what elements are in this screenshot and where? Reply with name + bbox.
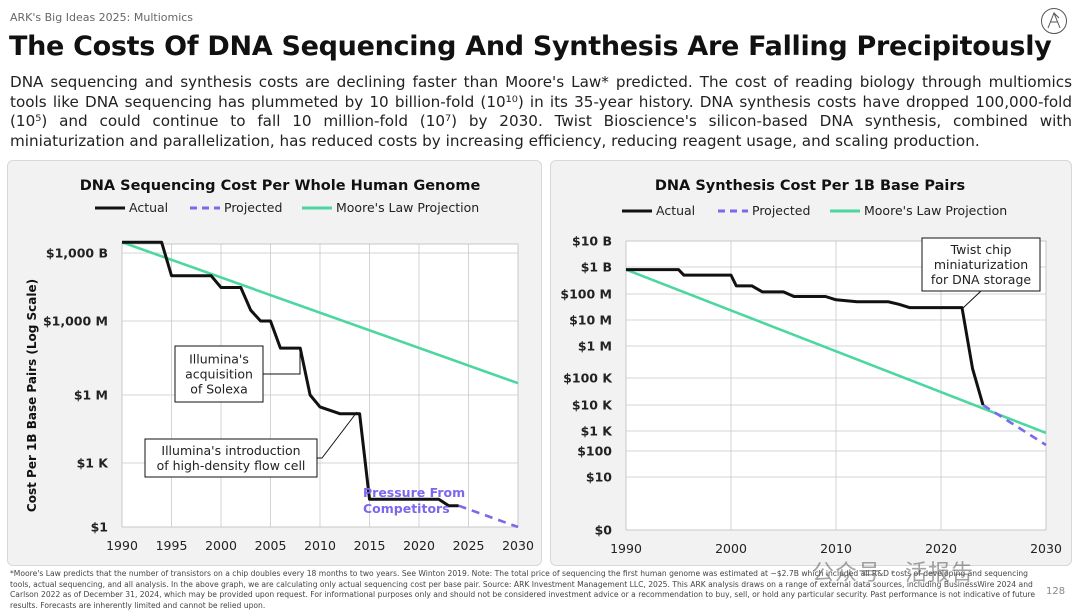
y-tick-label: $1 M — [578, 339, 612, 354]
y-tick-label: $10 B — [572, 234, 612, 249]
logo-ring — [1041, 8, 1067, 34]
page-number: 128 — [1046, 586, 1066, 597]
moores-law-series-line — [625, 268, 1047, 435]
y-tick-label: $100 M — [560, 287, 612, 302]
y-tick-label: $1,000 B — [46, 246, 108, 261]
y-tick-label: $10 M — [569, 313, 612, 328]
y-tick-label: $1,000 M — [43, 314, 108, 329]
actual-series-line — [122, 240, 459, 508]
legend-label: Actual — [656, 203, 695, 218]
legend-label: Moore's Law Projection — [336, 200, 479, 215]
moores-law-series-line — [121, 240, 519, 385]
footer-note: *Moore's Law predicts that the number of… — [10, 569, 1036, 610]
projected-series-line — [458, 504, 519, 529]
x-tick-label: 1990 — [610, 541, 642, 556]
y-tick-label: $1 — [91, 520, 108, 535]
y-tick-label: $100 K — [563, 371, 613, 386]
chart-title: DNA Sequencing Cost Per Whole Human Geno… — [80, 178, 481, 194]
logo-mark — [1047, 11, 1061, 29]
x-tick-label: 2000 — [715, 541, 747, 556]
x-tick-label: 2005 — [255, 538, 287, 553]
annotation-box — [921, 237, 1041, 292]
chart-title: DNA Synthesis Cost Per 1B Base Pairs — [655, 178, 965, 194]
annotation-label: Pressure From Competitors — [363, 485, 465, 516]
annotation-box — [144, 438, 318, 478]
sequencing-chart: DNA Sequencing Cost Per Whole Human Geno… — [25, 178, 534, 553]
intro-paragraph: DNA sequencing and synthesis costs are d… — [10, 73, 1072, 150]
x-tick-label: 2010 — [820, 541, 852, 556]
annotation-label: Illumina's acquisition of Solexa — [185, 352, 253, 397]
legend-label: Actual — [129, 200, 168, 215]
annotation-leader — [263, 352, 301, 375]
annotation-label: Illumina's introduction of high-density f… — [157, 443, 306, 473]
header-label: ARK's Big Ideas 2025: Multiomics — [10, 11, 194, 24]
annotation-leader — [317, 411, 358, 459]
legend-label: Projected — [752, 203, 810, 218]
y-tick-label: $0 — [595, 523, 613, 538]
y-tick-label: $1 K — [77, 456, 110, 471]
legend-label: Moore's Law Projection — [864, 203, 1007, 218]
y-tick-label: $1 K — [581, 424, 614, 439]
annotation-leader — [962, 290, 982, 309]
x-tick-label: 2030 — [502, 538, 534, 553]
y-tick-label: $1 B — [581, 260, 612, 275]
y-tick-label: $10 K — [572, 398, 613, 413]
x-tick-label: 2000 — [205, 538, 237, 553]
x-tick-label: 2025 — [453, 538, 485, 553]
projected-series-line — [982, 403, 1047, 447]
x-tick-label: 2020 — [925, 541, 957, 556]
page-title: The Costs Of DNA Sequencing And Synthesi… — [9, 31, 1052, 62]
actual-series-line — [626, 268, 985, 406]
x-tick-label: 2030 — [1030, 541, 1062, 556]
x-tick-label: 2015 — [354, 538, 386, 553]
watermark: 公众号 · 活报告 — [812, 561, 974, 586]
x-tick-label: 2020 — [403, 538, 435, 553]
ark-logo — [1041, 8, 1067, 34]
y-tick-label: $10 — [586, 470, 612, 485]
annotation-box — [174, 345, 264, 403]
x-tick-label: 1995 — [156, 538, 188, 553]
annotation-label: Twist chip miniaturization for DNA storage — [931, 242, 1031, 287]
synthesis-chart: DNA Synthesis Cost Per 1B Base Pairs Actu… — [560, 178, 1062, 556]
x-tick-label: 1990 — [106, 538, 138, 553]
x-tick-label: 2010 — [304, 538, 336, 553]
legend-label: Projected — [224, 200, 282, 215]
y-axis-title: Cost Per 1B Base Pairs (Log Scale) — [25, 279, 39, 512]
y-tick-label: $100 — [577, 444, 612, 459]
y-tick-label: $1 M — [74, 388, 108, 403]
